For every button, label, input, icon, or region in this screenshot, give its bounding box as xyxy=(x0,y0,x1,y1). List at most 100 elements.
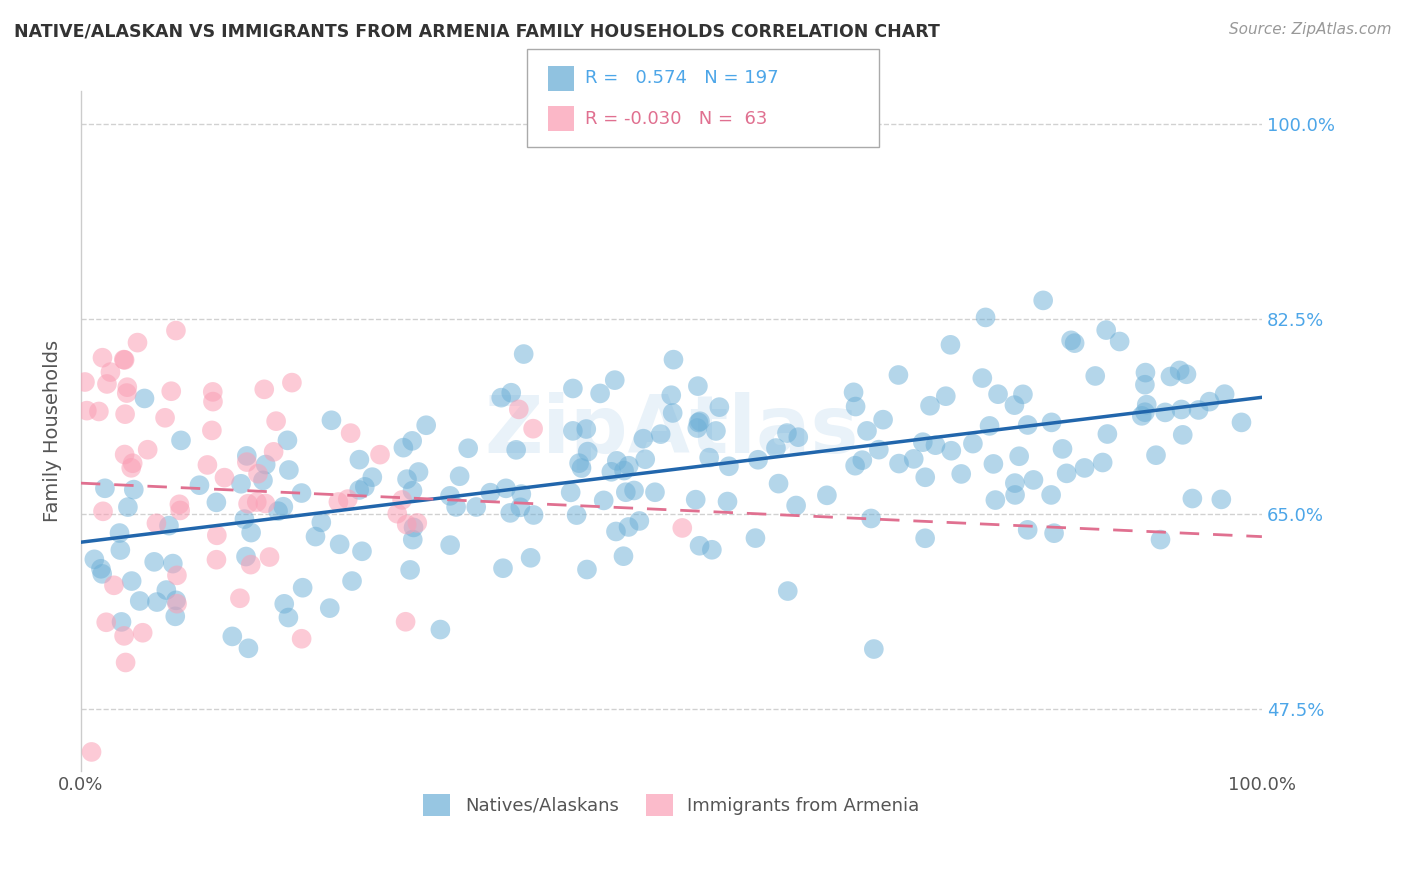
Point xyxy=(785,499,807,513)
Point xyxy=(844,458,866,473)
Point xyxy=(350,544,373,558)
Point xyxy=(561,424,583,438)
Point xyxy=(1144,448,1167,462)
Point xyxy=(1135,366,1157,380)
Point xyxy=(650,427,672,442)
Point xyxy=(613,464,636,478)
Point xyxy=(903,451,925,466)
Point xyxy=(117,380,139,394)
Point xyxy=(114,448,136,462)
Point xyxy=(205,552,228,566)
Point xyxy=(205,528,228,542)
Point xyxy=(519,550,541,565)
Point xyxy=(277,463,299,477)
Point xyxy=(273,500,295,514)
Point xyxy=(160,384,183,399)
Point xyxy=(457,442,479,456)
Point xyxy=(145,516,167,531)
Point xyxy=(508,402,530,417)
Point xyxy=(169,497,191,511)
Point xyxy=(90,562,112,576)
Point xyxy=(87,404,110,418)
Point xyxy=(776,426,799,441)
Point xyxy=(815,488,838,502)
Point xyxy=(1043,526,1066,541)
Point xyxy=(887,368,910,382)
Point xyxy=(291,581,314,595)
Point xyxy=(606,454,628,468)
Point xyxy=(254,496,277,510)
Point xyxy=(122,483,145,497)
Point xyxy=(239,558,262,572)
Point xyxy=(136,442,159,457)
Point xyxy=(1004,398,1026,412)
Point xyxy=(768,476,790,491)
Point xyxy=(127,335,149,350)
Point xyxy=(617,520,640,534)
Point xyxy=(214,470,236,484)
Point xyxy=(1073,461,1095,475)
Point xyxy=(110,543,132,558)
Point xyxy=(165,324,187,338)
Point xyxy=(1097,427,1119,442)
Point xyxy=(628,514,651,528)
Point xyxy=(96,376,118,391)
Point xyxy=(659,388,682,402)
Point xyxy=(709,400,731,414)
Point xyxy=(1230,416,1253,430)
Point xyxy=(984,493,1007,508)
Point xyxy=(336,492,359,507)
Point xyxy=(263,445,285,459)
Point xyxy=(568,456,591,470)
Point xyxy=(1040,416,1063,430)
Point xyxy=(1084,368,1107,383)
Point xyxy=(979,418,1001,433)
Point xyxy=(560,485,582,500)
Point xyxy=(575,422,598,436)
Point xyxy=(935,389,957,403)
Point xyxy=(165,609,187,624)
Point xyxy=(887,457,910,471)
Point xyxy=(1004,488,1026,502)
Point xyxy=(321,413,343,427)
Point xyxy=(787,430,810,444)
Point xyxy=(201,424,224,438)
Point xyxy=(688,416,710,430)
Point xyxy=(281,376,304,390)
Point xyxy=(571,461,593,475)
Point xyxy=(96,615,118,630)
Point xyxy=(153,410,176,425)
Point xyxy=(1171,428,1194,442)
Point xyxy=(509,500,531,515)
Point xyxy=(73,375,96,389)
Point xyxy=(238,641,260,656)
Point xyxy=(576,444,599,458)
Point xyxy=(401,434,423,448)
Point xyxy=(91,504,114,518)
Point xyxy=(264,414,287,428)
Point xyxy=(392,441,415,455)
Point xyxy=(236,497,259,511)
Point xyxy=(1095,323,1118,337)
Point xyxy=(415,418,437,433)
Point xyxy=(1052,442,1074,456)
Point xyxy=(860,511,883,525)
Point xyxy=(115,386,138,401)
Point xyxy=(974,310,997,325)
Point xyxy=(361,470,384,484)
Point xyxy=(240,525,263,540)
Point xyxy=(247,467,270,481)
Point xyxy=(444,500,467,514)
Point xyxy=(221,629,243,643)
Point xyxy=(143,555,166,569)
Point xyxy=(155,583,177,598)
Point xyxy=(117,500,139,514)
Point xyxy=(856,424,879,438)
Point xyxy=(1091,456,1114,470)
Point xyxy=(495,481,517,495)
Point xyxy=(108,526,131,541)
Point xyxy=(1060,334,1083,348)
Text: Source: ZipAtlas.com: Source: ZipAtlas.com xyxy=(1229,22,1392,37)
Point xyxy=(349,452,371,467)
Point xyxy=(304,530,326,544)
